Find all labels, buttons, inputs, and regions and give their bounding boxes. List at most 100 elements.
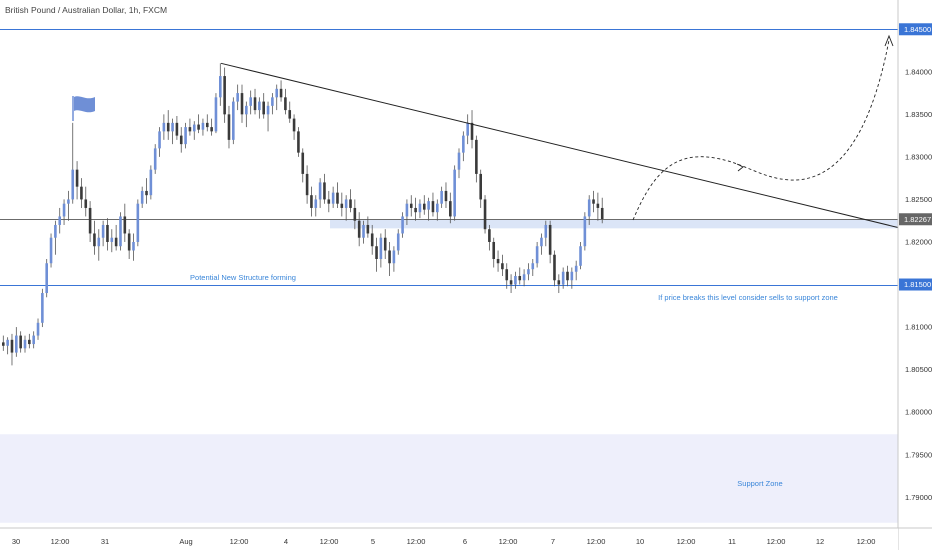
candle-body bbox=[453, 169, 456, 217]
candle-body bbox=[457, 152, 461, 170]
candle bbox=[171, 118, 174, 145]
candle bbox=[349, 189, 352, 213]
candle bbox=[158, 127, 161, 157]
y-tick-label: 1.83500 bbox=[905, 110, 932, 119]
candle-body bbox=[401, 216, 404, 234]
candle-body bbox=[405, 203, 409, 217]
candle-body bbox=[15, 335, 18, 353]
candle bbox=[375, 237, 378, 272]
candle bbox=[557, 274, 561, 294]
candle-body bbox=[462, 135, 465, 153]
time-scale[interactable]: 30 12:00 31 Aug 12:00 4 12:00 5 12:00 6 12:00 7 12:0… bbox=[0, 527, 932, 550]
candle bbox=[592, 190, 595, 213]
structure-note: Potential New Structure forming bbox=[190, 273, 296, 282]
candle bbox=[340, 192, 344, 217]
candle-body bbox=[583, 216, 587, 247]
x-tick-label: 12:00 bbox=[499, 537, 518, 546]
candle bbox=[370, 224, 374, 255]
candle bbox=[67, 190, 70, 221]
candle-body bbox=[184, 127, 187, 145]
candle-body bbox=[223, 76, 226, 115]
x-tick-label: 11 bbox=[728, 537, 736, 546]
candle-body bbox=[36, 322, 40, 336]
candle-body bbox=[136, 203, 140, 242]
candle-body bbox=[561, 271, 565, 285]
candle bbox=[49, 233, 53, 268]
x-tick-labels: 30 12:00 31 Aug 12:00 4 12:00 5 12:00 6 12:00 7 12:0… bbox=[12, 537, 876, 546]
candle bbox=[344, 195, 348, 221]
candle-body bbox=[362, 224, 365, 238]
candle-body bbox=[540, 237, 543, 247]
candle bbox=[336, 182, 339, 208]
candle-body bbox=[297, 131, 300, 153]
candle bbox=[587, 195, 591, 225]
candle-body bbox=[106, 224, 109, 242]
candle bbox=[535, 241, 539, 268]
candle-body bbox=[392, 250, 396, 264]
candle bbox=[475, 135, 478, 183]
candle-body bbox=[336, 192, 339, 204]
drawings-layer bbox=[72, 34, 899, 228]
candle bbox=[396, 229, 400, 255]
candle bbox=[188, 118, 192, 136]
candle bbox=[41, 288, 44, 328]
candle bbox=[145, 178, 148, 204]
candle bbox=[379, 233, 383, 268]
candle bbox=[219, 63, 222, 106]
candle-body bbox=[587, 199, 591, 217]
candle bbox=[431, 192, 435, 217]
candle bbox=[292, 114, 296, 140]
candle-body bbox=[596, 203, 600, 208]
candle bbox=[114, 224, 118, 251]
candle-body bbox=[197, 124, 200, 130]
x-tick-label: 6 bbox=[463, 537, 467, 546]
y-tick-label: 1.83000 bbox=[905, 152, 932, 161]
candle-body bbox=[75, 169, 79, 187]
candle bbox=[223, 67, 226, 123]
candle-body bbox=[93, 233, 96, 247]
price-scale[interactable]: 1.84000 1.83500 1.83000 1.82500 1.82000 1.815… bbox=[897, 0, 932, 550]
candle-body bbox=[284, 97, 287, 111]
candle-body bbox=[492, 241, 496, 259]
x-tick-label: 12:00 bbox=[857, 537, 876, 546]
x-tick-label: 12:00 bbox=[51, 537, 70, 546]
x-tick-label: 12 bbox=[816, 537, 824, 546]
price-badges: 1.84500 1.82267 1.81500 bbox=[899, 23, 932, 291]
candle bbox=[271, 93, 274, 115]
candle bbox=[258, 97, 261, 119]
candle bbox=[440, 186, 443, 208]
candle-body bbox=[188, 127, 192, 132]
candle-body bbox=[548, 224, 552, 255]
candle-body bbox=[292, 118, 296, 132]
candle-body bbox=[505, 269, 509, 281]
candle-body bbox=[518, 276, 522, 281]
candle bbox=[427, 197, 430, 221]
candle bbox=[80, 178, 83, 208]
candle bbox=[414, 197, 417, 221]
candle bbox=[600, 197, 604, 224]
candle-body bbox=[162, 122, 166, 132]
levels-layer bbox=[0, 29, 898, 286]
x-tick-label: 12:00 bbox=[230, 537, 249, 546]
candle bbox=[327, 190, 331, 213]
candle bbox=[449, 192, 452, 224]
candle-body bbox=[253, 97, 257, 111]
candle-body bbox=[192, 124, 196, 132]
candle-body bbox=[301, 152, 305, 174]
y-tick-label: 1.80500 bbox=[905, 365, 932, 374]
candle bbox=[444, 182, 448, 208]
y-tick-label: 1.80000 bbox=[905, 408, 932, 417]
candle bbox=[561, 267, 565, 289]
candle-body bbox=[114, 237, 118, 247]
candle-body bbox=[592, 199, 595, 204]
y-tick-label: 1.84000 bbox=[905, 67, 932, 76]
candle-body bbox=[418, 203, 422, 213]
candle-body bbox=[80, 186, 83, 200]
candle bbox=[127, 229, 131, 259]
candle bbox=[466, 114, 469, 145]
candle bbox=[10, 333, 14, 366]
candle-body bbox=[288, 110, 292, 119]
candle-body bbox=[501, 263, 504, 270]
candle bbox=[357, 212, 361, 247]
